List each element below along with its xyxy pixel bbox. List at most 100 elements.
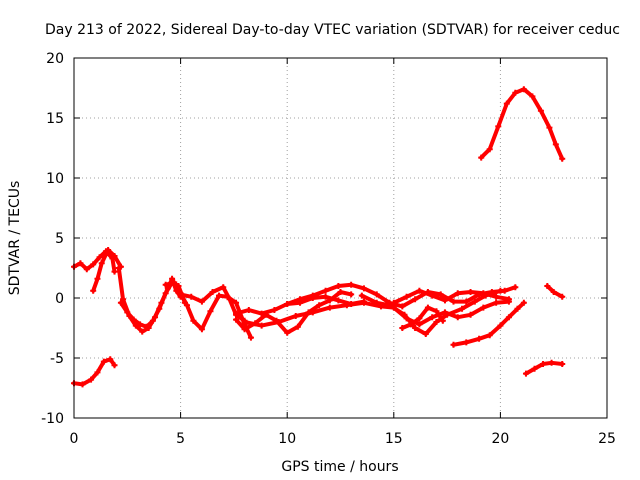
data-point bbox=[537, 107, 544, 114]
data-point bbox=[433, 319, 440, 325]
data-point bbox=[429, 292, 436, 299]
data-point bbox=[348, 281, 355, 288]
x-tick-label: 25 bbox=[598, 431, 616, 447]
data-point bbox=[467, 289, 474, 295]
data-point bbox=[348, 291, 355, 298]
data-point bbox=[503, 100, 510, 107]
x-tick-label: 20 bbox=[491, 431, 509, 447]
data-point bbox=[450, 341, 457, 348]
data-point bbox=[505, 314, 512, 321]
data-point bbox=[215, 292, 222, 299]
data-point bbox=[162, 281, 169, 288]
data-point bbox=[520, 86, 527, 93]
tick-labels: 0 5 10 15 20 25 -10 -5 0 5 10 15 20 bbox=[41, 51, 616, 447]
series-line bbox=[163, 280, 253, 340]
data-point bbox=[77, 260, 84, 267]
data-point bbox=[275, 319, 282, 325]
x-tick-label: 15 bbox=[385, 431, 403, 447]
data-point bbox=[111, 268, 118, 275]
data-point bbox=[559, 155, 566, 162]
data-point bbox=[245, 307, 252, 313]
data-point bbox=[96, 254, 103, 261]
data-point bbox=[476, 335, 483, 342]
data-point bbox=[412, 325, 419, 331]
data-point bbox=[258, 322, 265, 329]
data-point bbox=[429, 314, 436, 321]
data-point bbox=[90, 287, 97, 294]
data-point bbox=[94, 275, 101, 282]
data-point bbox=[512, 284, 519, 291]
data-point bbox=[416, 321, 423, 328]
data-point bbox=[156, 305, 163, 312]
data-point bbox=[480, 304, 487, 311]
data-point bbox=[94, 369, 101, 376]
data-point bbox=[454, 290, 461, 297]
data-point bbox=[480, 290, 487, 297]
data-point bbox=[450, 298, 457, 305]
data-point bbox=[522, 370, 529, 377]
data-point bbox=[149, 317, 156, 324]
y-tick-label: 10 bbox=[46, 171, 64, 187]
data-point bbox=[226, 296, 233, 303]
x-tick-label: 10 bbox=[278, 431, 296, 447]
data-point bbox=[188, 293, 195, 300]
data-point bbox=[407, 321, 414, 328]
y-tick-label: -10 bbox=[41, 411, 64, 427]
data-point bbox=[412, 296, 419, 303]
data-point bbox=[386, 302, 393, 309]
data-point bbox=[139, 328, 146, 335]
y-axis-label: SDTVAR / TECUs bbox=[7, 181, 23, 296]
data-point bbox=[497, 287, 504, 294]
data-point bbox=[416, 287, 423, 294]
data-point bbox=[190, 317, 197, 324]
data-point bbox=[544, 283, 551, 289]
series-layer bbox=[71, 86, 566, 388]
data-point bbox=[444, 311, 451, 318]
data-point bbox=[120, 296, 127, 303]
y-tick-label: -5 bbox=[50, 351, 64, 367]
data-point bbox=[454, 314, 461, 321]
x-tick-label: 0 bbox=[70, 431, 79, 447]
data-point bbox=[90, 261, 97, 268]
data-point bbox=[111, 362, 118, 369]
data-point bbox=[220, 284, 227, 291]
data-point bbox=[422, 331, 429, 337]
data-point bbox=[478, 154, 485, 161]
data-point bbox=[399, 325, 406, 331]
data-point bbox=[137, 321, 144, 328]
data-point bbox=[130, 316, 137, 323]
series-track-16 bbox=[478, 86, 566, 162]
data-point bbox=[284, 301, 291, 307]
data-point bbox=[512, 89, 519, 96]
data-point bbox=[316, 302, 323, 309]
data-point bbox=[531, 365, 538, 372]
data-point bbox=[296, 296, 303, 303]
data-point bbox=[233, 310, 240, 317]
data-point bbox=[343, 302, 350, 309]
data-point bbox=[548, 359, 555, 366]
series-line bbox=[391, 288, 511, 305]
data-point bbox=[373, 299, 380, 306]
data-point bbox=[360, 299, 367, 306]
y-tick-label: 0 bbox=[55, 291, 64, 307]
data-point bbox=[416, 315, 423, 322]
data-point bbox=[495, 123, 502, 130]
data-point bbox=[115, 265, 122, 271]
y-tick-label: 5 bbox=[55, 231, 64, 247]
data-point bbox=[552, 141, 559, 148]
data-point bbox=[322, 287, 329, 294]
data-point bbox=[111, 253, 118, 259]
data-point bbox=[463, 298, 470, 305]
data-point bbox=[171, 279, 178, 286]
data-point bbox=[550, 289, 557, 295]
data-point bbox=[241, 319, 248, 325]
data-point bbox=[360, 285, 367, 292]
data-point bbox=[463, 339, 470, 346]
data-point bbox=[337, 289, 344, 295]
grid bbox=[74, 58, 607, 418]
data-point bbox=[497, 322, 504, 329]
plot-frame bbox=[73, 57, 608, 419]
data-point bbox=[459, 305, 466, 312]
data-point bbox=[401, 311, 408, 318]
series-track-18 bbox=[544, 283, 566, 300]
